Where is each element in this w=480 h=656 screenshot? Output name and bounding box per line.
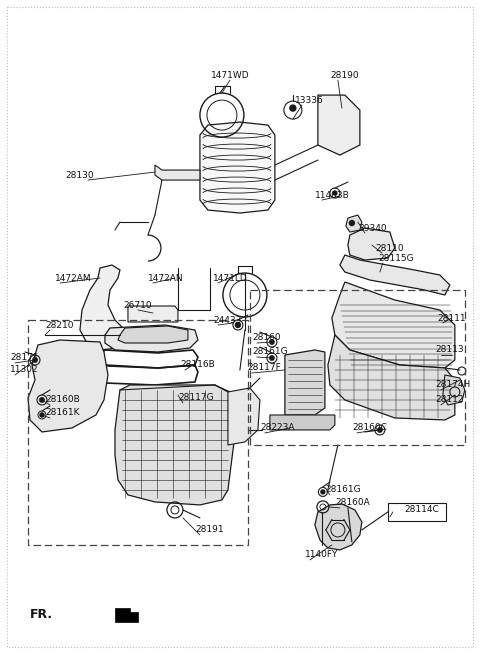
Polygon shape [318, 95, 360, 155]
Text: 28111: 28111 [438, 314, 467, 323]
Text: 28160B: 28160B [45, 396, 80, 405]
Circle shape [40, 398, 44, 402]
Polygon shape [340, 255, 450, 295]
Polygon shape [80, 265, 125, 350]
Text: 28113: 28113 [436, 346, 465, 354]
Text: 1472AN: 1472AN [148, 274, 183, 283]
Polygon shape [200, 122, 275, 213]
Text: 28112: 28112 [436, 396, 464, 405]
Polygon shape [315, 504, 362, 550]
Bar [28, 320, 248, 545]
Text: 28191: 28191 [195, 525, 224, 535]
Text: FR.: FR. [30, 608, 53, 621]
Text: 13336: 13336 [295, 96, 324, 104]
Text: 24433: 24433 [213, 316, 241, 325]
Text: 11302: 11302 [10, 365, 38, 375]
Text: 28110: 28110 [375, 243, 404, 253]
Text: 1140FY: 1140FY [305, 550, 338, 560]
Text: 1472AM: 1472AM [55, 274, 92, 283]
Circle shape [333, 191, 337, 195]
Polygon shape [285, 350, 325, 415]
Text: 28161G: 28161G [325, 485, 360, 495]
Text: 28160C: 28160C [352, 424, 387, 432]
Text: 28160A: 28160A [335, 499, 370, 508]
Polygon shape [105, 325, 198, 352]
Polygon shape [115, 385, 235, 505]
Text: 28117G: 28117G [178, 394, 214, 403]
Text: 28115G: 28115G [378, 253, 413, 262]
Circle shape [290, 105, 296, 111]
Circle shape [235, 323, 240, 327]
Polygon shape [328, 335, 455, 420]
Text: 28117F: 28117F [247, 363, 281, 373]
Text: 28116B: 28116B [180, 361, 215, 369]
Text: 1471LD: 1471LD [213, 274, 248, 283]
Text: 28160: 28160 [252, 333, 280, 342]
Text: 28161K: 28161K [45, 409, 80, 417]
Circle shape [33, 358, 37, 362]
Polygon shape [348, 228, 395, 260]
Polygon shape [332, 282, 455, 368]
Polygon shape [128, 306, 178, 322]
Circle shape [321, 490, 325, 494]
Text: 28190: 28190 [330, 71, 359, 79]
Bar [250, 290, 465, 445]
Circle shape [270, 356, 274, 360]
Text: 28171: 28171 [10, 354, 38, 363]
Polygon shape [118, 326, 188, 343]
Polygon shape [443, 375, 465, 405]
Bar [388, 503, 446, 521]
Polygon shape [228, 388, 260, 445]
Text: 28210: 28210 [45, 321, 73, 329]
Polygon shape [346, 215, 362, 232]
Text: 28114C: 28114C [405, 505, 440, 514]
Polygon shape [115, 608, 138, 622]
Text: 39340: 39340 [358, 224, 386, 232]
Circle shape [40, 413, 44, 417]
Text: 1471WD: 1471WD [211, 71, 249, 79]
Circle shape [349, 220, 354, 226]
Circle shape [270, 340, 274, 344]
Polygon shape [270, 415, 335, 430]
Polygon shape [28, 340, 108, 432]
Text: 28161G: 28161G [252, 348, 288, 356]
Polygon shape [155, 165, 200, 180]
Text: 28174H: 28174H [436, 380, 471, 390]
Text: 26710: 26710 [124, 300, 152, 310]
Text: 28223A: 28223A [260, 424, 294, 432]
Text: 11403B: 11403B [315, 190, 349, 199]
Text: 28130: 28130 [66, 171, 94, 180]
Circle shape [378, 428, 382, 432]
